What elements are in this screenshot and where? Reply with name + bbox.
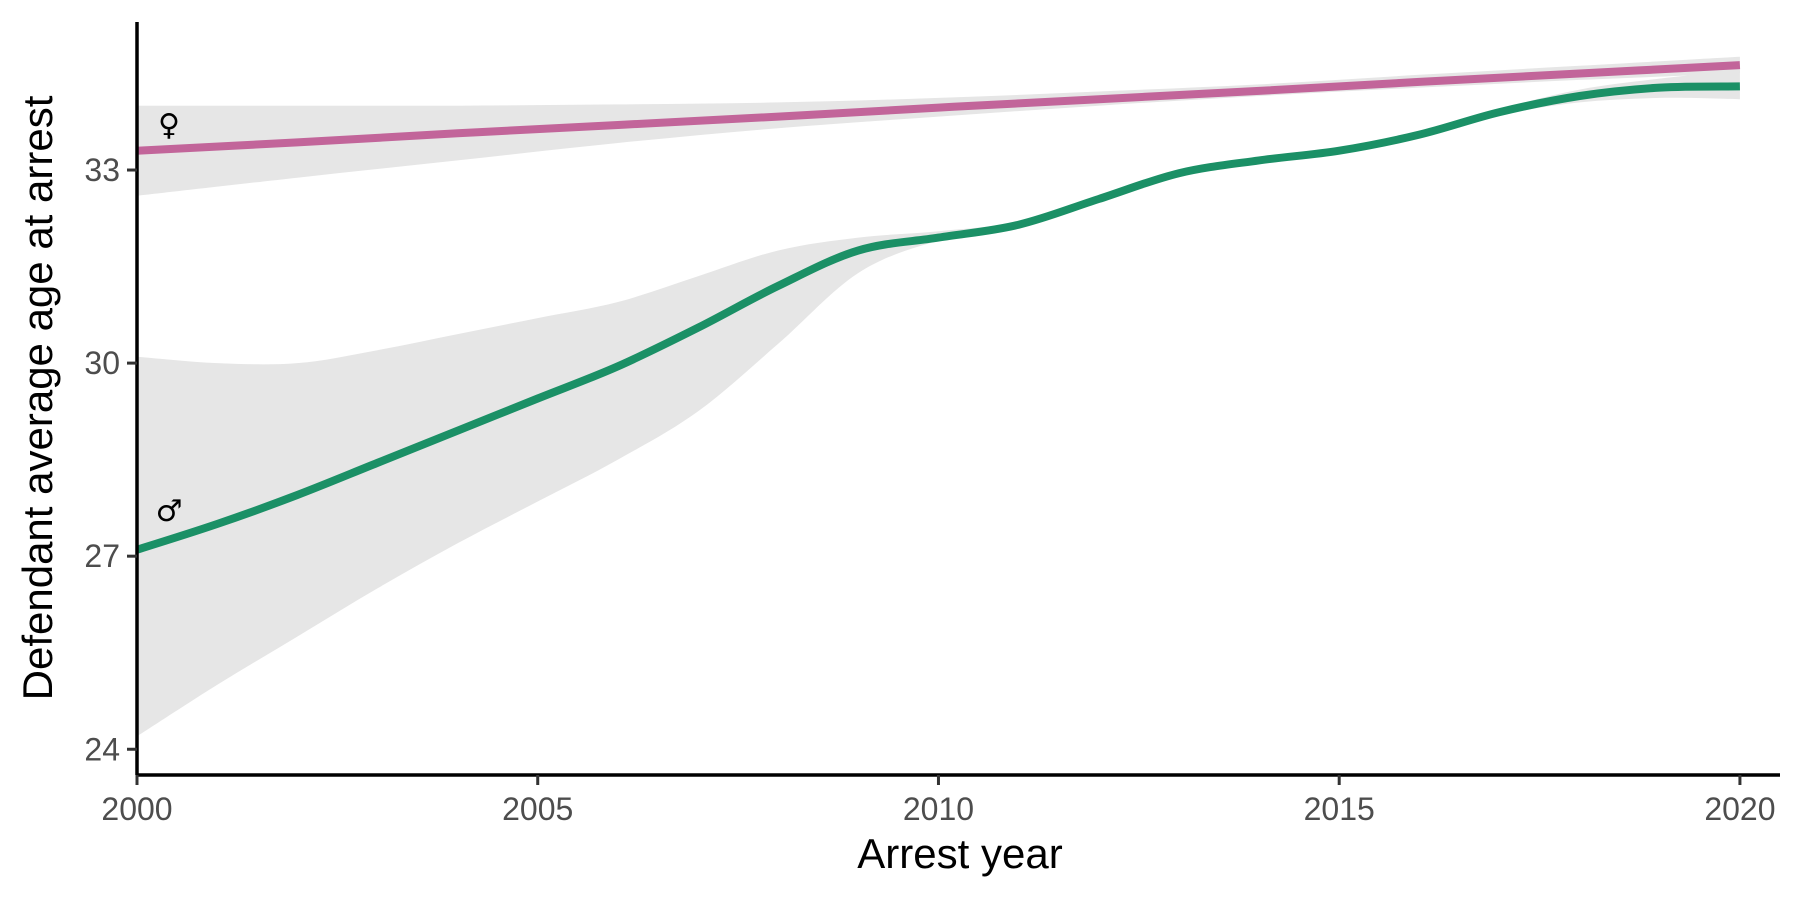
series-line-0 [136, 61, 1741, 155]
annotation-0: ♀ [158, 108, 180, 143]
x-tick-label-2015: 2015 [1304, 791, 1375, 827]
x-tick-label-2005: 2005 [502, 791, 573, 827]
y-axis-title: Defendant average age at arrest [14, 95, 61, 700]
annotation-1: ♂ [156, 494, 183, 529]
annotations: ♀♂ [156, 108, 183, 529]
x-axis-title: Arrest year [857, 830, 1062, 877]
y-tick-label-24: 24 [84, 731, 120, 767]
y-tick-label-27: 27 [84, 538, 120, 574]
x-tick-label-2010: 2010 [903, 791, 974, 827]
ci-band-0 [137, 56, 1740, 196]
series-line-1 [135, 82, 1740, 554]
axes [135, 22, 1780, 777]
ci-band-1 [137, 70, 1740, 737]
series-lines [135, 61, 1741, 554]
y-tick-label-33: 33 [84, 152, 120, 188]
confidence-bands [137, 56, 1740, 737]
x-tick-label-2000: 2000 [101, 791, 172, 827]
y-tick-label-30: 30 [84, 345, 120, 381]
ticks: 2000 2005 2010 2015 2020 24 27 30 33 [84, 152, 1775, 827]
x-tick-label-2020: 2020 [1704, 791, 1775, 827]
